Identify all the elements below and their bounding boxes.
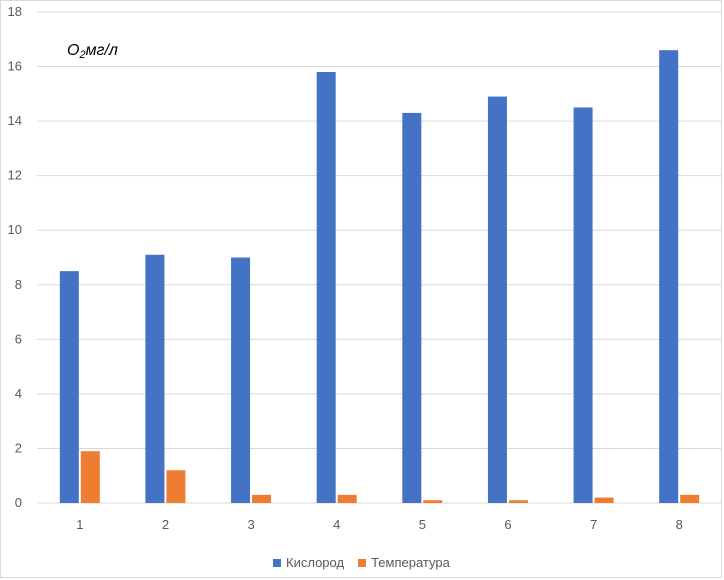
bar-temperature-3 — [252, 494, 272, 503]
bar-temperature-8 — [680, 494, 700, 503]
bar-temperature-2 — [166, 470, 186, 503]
bar-oxygen-6 — [487, 96, 507, 504]
y-tick-label: 12 — [8, 168, 22, 183]
x-tick-label: 4 — [333, 517, 340, 532]
bars — [59, 50, 700, 504]
x-tick-label: 3 — [247, 517, 254, 532]
x-tick-label: 2 — [162, 517, 169, 532]
legend: Кислород Температура — [273, 554, 464, 574]
bar-oxygen-1 — [59, 271, 79, 503]
legend-swatch-oxygen — [273, 559, 281, 567]
bar-oxygen-8 — [659, 50, 679, 503]
bar-temperature-1 — [80, 451, 100, 503]
y-tick-label: 10 — [8, 222, 22, 237]
y-tick-label: 14 — [8, 113, 22, 128]
y-tick-label: 16 — [8, 59, 22, 74]
legend-swatch-temperature — [358, 559, 367, 567]
bar-oxygen-3 — [231, 257, 251, 503]
y-tick-label: 18 — [8, 4, 22, 19]
y-tick-label: 6 — [15, 331, 22, 346]
bar-oxygen-5 — [402, 112, 422, 503]
y-axis-label: O2мг/л — [67, 42, 118, 61]
x-tick-label: 1 — [76, 517, 83, 532]
x-tick-label: 8 — [676, 517, 683, 532]
legend-label-oxygen: Кислород — [286, 555, 345, 570]
bar-temperature-6 — [508, 500, 528, 503]
bar-temperature-4 — [337, 494, 357, 503]
y-axis-ticks: 0 2 4 6 8 10 12 14 16 18 — [8, 4, 22, 510]
bar-temperature-5 — [423, 500, 443, 503]
x-axis-ticks: 1 2 3 4 5 6 7 8 — [76, 517, 683, 532]
bar-temperature-7 — [594, 497, 614, 503]
legend-item-oxygen: Кислород — [273, 554, 344, 569]
x-tick-label: 7 — [590, 517, 597, 532]
y-tick-label: 2 — [15, 440, 22, 455]
x-tick-label: 5 — [419, 517, 426, 532]
y-tick-label: 4 — [15, 386, 22, 401]
bar-oxygen-2 — [145, 254, 165, 503]
bar-oxygen-7 — [573, 107, 593, 503]
y-tick-label: 8 — [15, 277, 22, 292]
bar-oxygen-4 — [316, 72, 336, 503]
x-tick-label: 6 — [504, 517, 511, 532]
gridlines — [37, 11, 722, 504]
legend-item-temperature: Температура — [358, 554, 450, 569]
y-tick-label: 0 — [15, 495, 22, 510]
legend-label-temperature: Температура — [371, 555, 450, 570]
